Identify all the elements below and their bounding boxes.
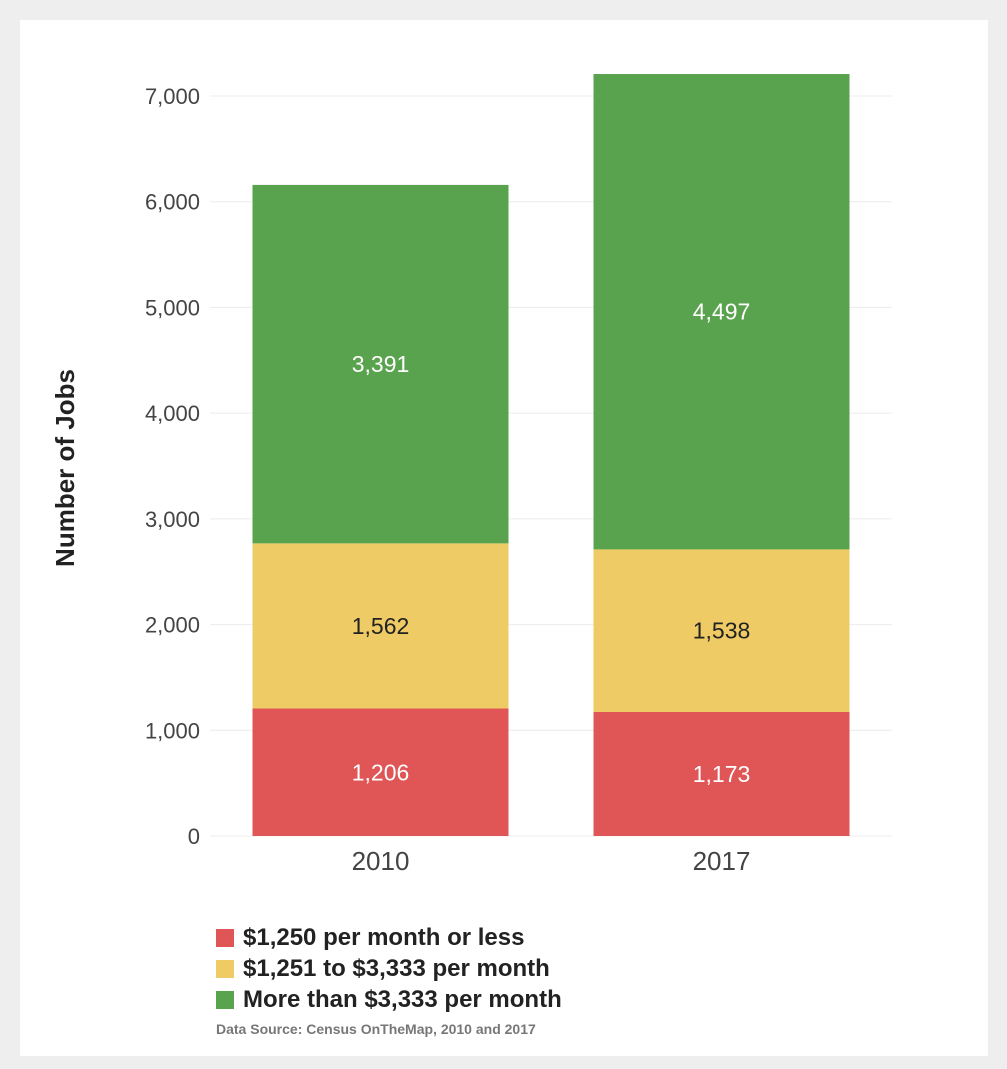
legend: $1,250 per month or less $1,251 to $3,33… — [216, 922, 562, 1015]
chart-card: 0 1,000 2,000 3,000 4,000 5,000 6,000 7,000 Numb… — [20, 20, 988, 1056]
data-label: 4,497 — [693, 299, 751, 325]
legend-swatch-low — [216, 928, 234, 947]
bar-segment — [252, 708, 509, 836]
bar-segment — [252, 184, 509, 544]
y-axis-label: Number of Jobs — [50, 369, 80, 567]
data-label: 1,538 — [693, 618, 751, 644]
y-tick-label: 2,000 — [145, 613, 200, 638]
x-tick-label: 2017 — [693, 846, 751, 876]
data-label: 3,391 — [352, 351, 410, 377]
legend-label-high: More than $3,333 per month — [243, 985, 562, 1013]
legend-swatch-mid — [216, 959, 234, 978]
y-tick-label: 0 — [188, 824, 200, 849]
stacked-bar-chart: 0 1,000 2,000 3,000 4,000 5,000 6,000 7,000 Numb… — [50, 74, 892, 876]
y-tick-label: 1,000 — [145, 718, 200, 743]
y-tick-label: 4,000 — [145, 401, 200, 426]
bar-segment — [593, 549, 850, 712]
legend-label-low: $1,250 per month or less — [243, 923, 525, 951]
legend-item-high: More than $3,333 per month — [216, 984, 562, 1015]
x-tick-label: 2010 — [352, 846, 410, 876]
legend-swatch-high — [216, 990, 234, 1009]
legend-item-low: $1,250 per month or less — [216, 922, 562, 953]
legend-item-mid: $1,251 to $3,333 per month — [216, 953, 562, 984]
y-tick-label: 6,000 — [145, 190, 200, 215]
bar-segment — [593, 711, 850, 836]
y-tick-label: 5,000 — [145, 295, 200, 320]
data-source-note: Data Source: Census OnTheMap, 2010 and 2… — [216, 1021, 536, 1037]
bar-segment — [593, 74, 850, 550]
data-label: 1,562 — [352, 613, 410, 639]
legend-label-mid: $1,251 to $3,333 per month — [243, 954, 550, 982]
y-tick-label: 7,000 — [145, 84, 200, 109]
bar-segment — [252, 543, 509, 709]
y-tick-label: 3,000 — [145, 507, 200, 532]
data-label: 1,206 — [352, 759, 410, 785]
data-label: 1,173 — [693, 761, 751, 787]
